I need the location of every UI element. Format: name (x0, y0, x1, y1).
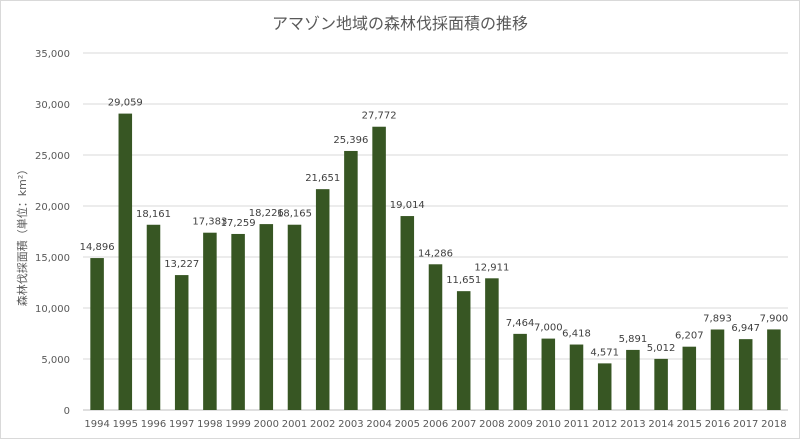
data-label: 13,227 (164, 259, 199, 270)
data-label: 27,772 (362, 111, 397, 122)
x-tick-label: 2014 (648, 419, 673, 430)
data-label: 14,286 (418, 248, 453, 259)
x-tick-label: 2009 (507, 419, 532, 430)
data-label: 6,207 (675, 331, 704, 342)
bar (682, 346, 697, 410)
data-label: 17,383 (192, 217, 227, 228)
bar (174, 275, 189, 410)
data-label: 7,900 (760, 313, 789, 324)
x-tick-label: 2005 (395, 419, 420, 430)
data-label: 19,014 (390, 200, 425, 211)
bar (767, 329, 781, 410)
bar (344, 150, 358, 410)
y-tick-label: 15,000 (35, 253, 70, 264)
data-label: 18,161 (136, 209, 171, 220)
y-tick-label: 0 (64, 406, 70, 417)
x-tick-label: 2011 (564, 419, 589, 430)
x-tick-label: 2003 (338, 419, 363, 430)
y-tick-label: 20,000 (35, 202, 70, 213)
bar (400, 216, 415, 410)
bar (541, 338, 556, 410)
x-tick-label: 1995 (113, 419, 138, 430)
data-label: 5,891 (619, 334, 648, 345)
x-tick-label: 1994 (84, 419, 109, 430)
y-tick-label: 5,000 (41, 355, 70, 366)
y-tick-label: 35,000 (35, 49, 70, 60)
y-tick-label: 30,000 (35, 100, 70, 111)
bar (485, 278, 499, 410)
y-tick-label: 25,000 (35, 151, 70, 162)
bar (456, 291, 471, 410)
bar (372, 126, 386, 411)
x-tick-label: 2013 (620, 419, 645, 430)
x-tick-label: 1999 (225, 419, 250, 430)
data-label: 11,651 (446, 275, 481, 286)
bar (710, 329, 725, 410)
bar (738, 339, 753, 410)
bar (231, 233, 245, 410)
x-tick-label: 1996 (141, 419, 166, 430)
bar (626, 349, 640, 410)
data-label: 17,259 (221, 218, 256, 229)
x-tick-label: 2004 (366, 419, 391, 430)
bar (203, 232, 217, 410)
data-label: 21,651 (305, 173, 340, 184)
x-tick-label: 2007 (451, 419, 476, 430)
chart-title: アマゾン地域の森林伐採面積の推移 (271, 14, 528, 33)
bar (597, 363, 612, 410)
data-label: 25,396 (333, 135, 368, 146)
x-tick-label: 2006 (423, 419, 448, 430)
bar (654, 358, 668, 410)
data-label: 14,896 (80, 242, 115, 253)
x-tick-label: 2012 (592, 419, 617, 430)
bar (513, 333, 527, 410)
x-tick-label: 2010 (536, 419, 561, 430)
x-tick-label: 2008 (479, 419, 504, 430)
bar (90, 258, 104, 410)
x-tick-label: 2016 (705, 419, 730, 430)
x-tick-label: 2018 (761, 419, 786, 430)
bar (569, 344, 584, 410)
data-label: 6,418 (562, 329, 591, 340)
data-label: 5,012 (647, 343, 676, 354)
data-label: 6,947 (731, 323, 760, 334)
x-tick-label: 2015 (677, 419, 702, 430)
y-tick-label: 10,000 (35, 304, 70, 315)
bar (146, 224, 161, 410)
bar (118, 113, 133, 410)
data-label: 18,226 (249, 208, 284, 219)
bar (315, 189, 330, 410)
data-label: 7,893 (703, 313, 732, 324)
bar (259, 224, 274, 410)
data-label: 4,571 (590, 347, 619, 358)
data-label: 12,911 (474, 262, 509, 273)
x-tick-label: 1998 (197, 419, 222, 430)
data-label: 29,059 (108, 98, 143, 109)
data-label: 7,464 (506, 318, 535, 329)
data-label: 7,000 (534, 323, 563, 334)
bar (287, 224, 302, 410)
bar (428, 264, 443, 410)
x-tick-label: 2002 (310, 419, 335, 430)
x-tick-label: 2001 (282, 419, 307, 430)
x-tick-label: 2017 (733, 419, 758, 430)
x-tick-label: 2000 (254, 419, 279, 430)
data-label: 18,165 (277, 209, 312, 220)
x-tick-label: 1997 (169, 419, 194, 430)
